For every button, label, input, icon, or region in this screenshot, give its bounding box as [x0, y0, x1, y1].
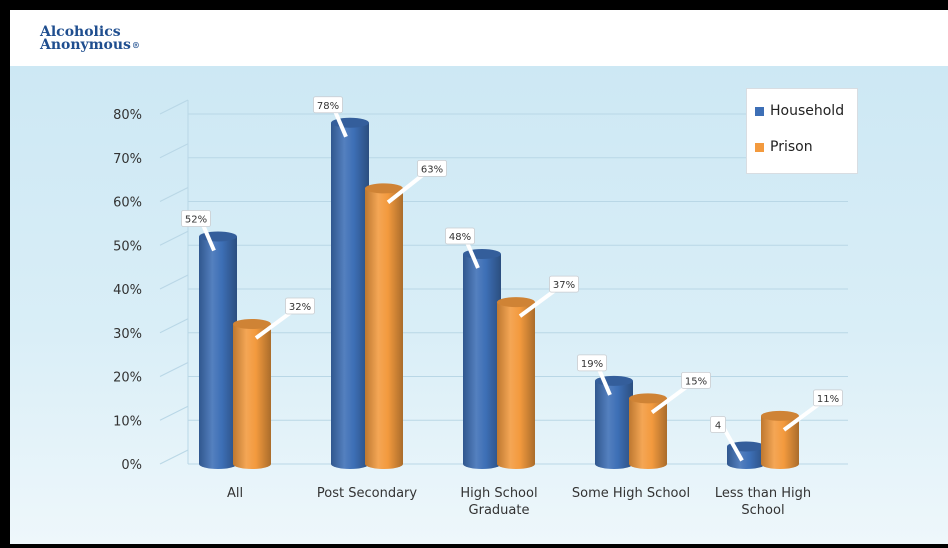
y-tick-label: 80% — [113, 108, 142, 123]
callout-leader — [722, 427, 744, 462]
callout-leader — [386, 170, 428, 204]
bar-top-prison-3 — [629, 393, 667, 404]
gridline-depth — [159, 230, 189, 246]
y-tick-label: 70% — [113, 152, 142, 167]
x-tick-label: High School — [460, 486, 537, 501]
bar-top-prison-1 — [365, 183, 403, 194]
data-label: 63% — [421, 164, 443, 175]
legend-swatch-household — [755, 106, 764, 116]
bar-top-prison-2 — [497, 297, 535, 308]
callout-leader — [332, 107, 348, 138]
bar-prison-1 — [365, 188, 403, 469]
y-tick-label: 40% — [113, 283, 142, 298]
data-label-box — [813, 389, 843, 407]
y-tick-label: 50% — [113, 239, 142, 254]
bar-household-1 — [331, 122, 369, 469]
gridline-depth — [159, 274, 189, 290]
data-label-box — [285, 297, 315, 315]
logo-line-2: Anonymous — [40, 37, 131, 53]
y-tick-label: 30% — [113, 327, 142, 342]
legend: Household Prison — [746, 88, 858, 174]
data-label: 11% — [817, 394, 839, 405]
gridline-depth — [159, 143, 189, 159]
data-label-box — [181, 210, 211, 227]
legend-label-prison: Prison — [770, 139, 813, 155]
bar-prison-4 — [761, 415, 799, 469]
y-tick-label: 0% — [121, 458, 142, 473]
x-tick-label: School — [741, 503, 784, 518]
bar-top-prison-0 — [233, 319, 271, 329]
data-label-box — [681, 371, 711, 389]
data-label: 48% — [449, 232, 471, 243]
callout-leader — [596, 366, 612, 396]
legend-label-household: Household — [770, 103, 845, 119]
bar-household-0 — [199, 236, 237, 469]
data-label: 32% — [289, 302, 311, 313]
data-label-box — [710, 416, 726, 433]
data-label-box — [417, 159, 447, 177]
callout-leader — [254, 308, 296, 340]
callout-leader — [782, 400, 824, 432]
y-tick-label: 20% — [113, 371, 142, 386]
data-label: 4 — [715, 421, 721, 432]
bar-prison-2 — [497, 302, 535, 469]
gridline-depth — [159, 362, 189, 377]
registered-mark: ® — [131, 40, 140, 50]
aa-logo: Alcoholics Anonymous® — [40, 24, 140, 53]
callout-leader — [518, 286, 560, 318]
x-tick-label: Post Secondary — [317, 486, 417, 501]
data-label: 52% — [185, 215, 207, 226]
legend-item-prison: Prison — [755, 139, 813, 155]
bar-top-prison-4 — [761, 410, 799, 421]
gridline-depth — [159, 318, 189, 334]
gridline-depth — [159, 187, 189, 202]
x-tick-label: Less than High — [715, 486, 811, 501]
data-label: 15% — [685, 376, 707, 387]
callout-leader — [650, 382, 692, 414]
y-tick-label: 10% — [113, 414, 142, 429]
bar-chart: 0% 10% 20% 30% 40% 50% 60% 70% 80% 52% 32% All 78% 63… — [113, 96, 848, 518]
data-label-box — [445, 227, 475, 245]
data-label: 19% — [581, 359, 603, 370]
data-label-box — [549, 275, 579, 293]
data-label: 37% — [553, 280, 575, 291]
gridline-depth — [159, 405, 189, 421]
legend-item-household: Household — [755, 103, 844, 119]
gridline-depth — [159, 449, 189, 465]
logo-line-1: Alcoholics — [40, 24, 121, 40]
callout-leader — [464, 239, 480, 269]
gridline-depth — [159, 99, 189, 115]
slide-panel: Alcoholics Anonymous® 0% 10% 20% 30% 40% 50% 6… — [10, 10, 948, 544]
y-tick-label: 60% — [113, 196, 142, 211]
bar-prison-3 — [629, 398, 667, 469]
legend-swatch-prison — [755, 142, 764, 152]
bar-household-3 — [595, 380, 633, 469]
x-tick-label: Some High School — [572, 486, 690, 501]
x-tick-label: All — [227, 486, 243, 501]
bar-household-2 — [463, 254, 501, 469]
x-tick-label: Graduate — [469, 503, 530, 518]
bar-prison-0 — [233, 324, 271, 469]
data-label: 78% — [317, 101, 339, 112]
data-label-box — [577, 354, 607, 372]
data-label-box — [313, 96, 343, 114]
callout-leader — [200, 221, 216, 252]
